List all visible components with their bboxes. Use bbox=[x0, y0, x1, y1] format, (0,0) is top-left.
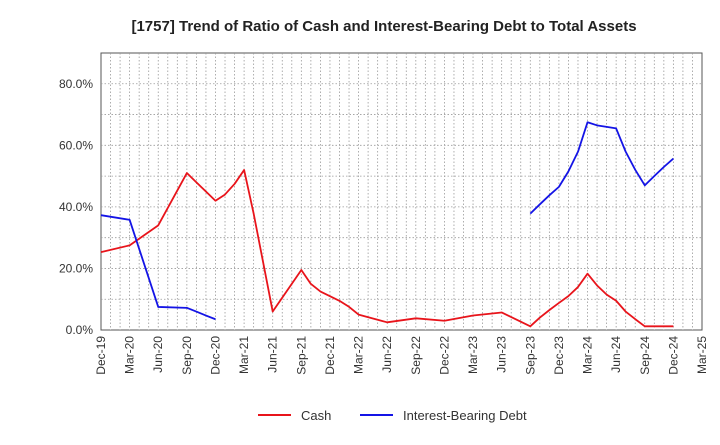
x-tick-label: Jun-24 bbox=[609, 336, 623, 373]
y-tick-label: 0.0% bbox=[66, 323, 94, 337]
x-tick-label: Dec-20 bbox=[208, 336, 222, 375]
legend-label-interest-bearing-debt: Interest-Bearing Debt bbox=[403, 408, 527, 423]
chart-title: [1757] Trend of Ratio of Cash and Intere… bbox=[131, 18, 636, 35]
x-tick-label: Sep-24 bbox=[638, 336, 652, 375]
cash-line bbox=[100, 169, 674, 328]
x-tick-label: Dec-21 bbox=[323, 336, 337, 375]
y-tick-label: 80.0% bbox=[59, 77, 93, 91]
x-tick-label: Mar-22 bbox=[352, 336, 366, 374]
x-tick-label: Mar-20 bbox=[123, 336, 137, 374]
x-tick-label: Mar-24 bbox=[581, 336, 595, 374]
legend: Cash Interest-Bearing Debt bbox=[258, 408, 527, 423]
x-tick-label: Dec-19 bbox=[94, 336, 108, 375]
interest-bearing-debt-line bbox=[529, 121, 674, 215]
x-tick-label: Dec-22 bbox=[437, 336, 451, 375]
x-tick-label: Jun-23 bbox=[495, 336, 509, 373]
grid-layer bbox=[100, 52, 703, 331]
x-tick-label: Mar-25 bbox=[695, 336, 709, 374]
x-tick-label: Mar-21 bbox=[237, 336, 251, 374]
x-tick-label: Sep-20 bbox=[180, 336, 194, 375]
x-tick-label: Dec-24 bbox=[666, 336, 680, 375]
interest-bearing-debt-line bbox=[100, 214, 216, 321]
x-tick-label: Jun-22 bbox=[380, 336, 394, 373]
axis-layer: 0.0% 20.0% 40.0% 60.0% 80.0% Dec-19 Mar-20 Jun-… bbox=[59, 77, 709, 375]
x-tick-label: Sep-23 bbox=[523, 336, 537, 375]
series-layer bbox=[100, 121, 674, 328]
legend-label-cash: Cash bbox=[301, 408, 331, 423]
y-tick-label: 20.0% bbox=[59, 261, 93, 275]
x-tick-label: Sep-22 bbox=[409, 336, 423, 375]
plot-area bbox=[100, 52, 703, 331]
x-tick-label: Mar-23 bbox=[466, 336, 480, 374]
x-tick-label: Dec-23 bbox=[552, 336, 566, 375]
x-tick-label: Jun-20 bbox=[151, 336, 165, 373]
y-tick-label: 60.0% bbox=[59, 138, 93, 152]
y-tick-label: 40.0% bbox=[59, 200, 93, 214]
x-tick-label: Sep-21 bbox=[294, 336, 308, 375]
x-tick-label: Jun-21 bbox=[266, 336, 280, 373]
